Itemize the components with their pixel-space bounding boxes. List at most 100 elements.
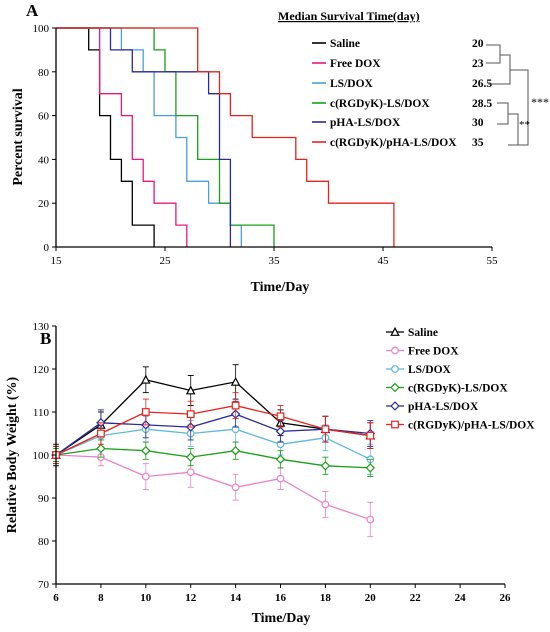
x-axis-label: Time/Day — [251, 280, 310, 295]
panel-b-body-weight-chart: B 70 80 90 100 110 120 130 6 8 10 12 14 16 18 20 22 24 26… — [5, 321, 535, 626]
bracket-saline-freedox — [486, 44, 501, 64]
x-tick-label: 35 — [269, 255, 281, 267]
data-point — [185, 385, 196, 395]
legend-label: Free DOX — [408, 346, 459, 358]
legend-label: LS/DOX — [330, 78, 374, 90]
y-axis-label: Relative Body Weight (%) — [5, 376, 20, 533]
x-tick-label: 45 — [378, 255, 390, 267]
data-point — [141, 408, 150, 416]
legend-marker — [391, 346, 399, 355]
data-point — [276, 412, 285, 421]
data-point — [276, 474, 285, 483]
x-tick-label: 18 — [320, 592, 332, 604]
legend-label: c(RGDyK)/pHA-LS/DOX — [408, 420, 535, 432]
x-tick-label: 12 — [185, 592, 197, 604]
x-tick-label: 20 — [365, 592, 377, 604]
median-value: 28.5 — [472, 98, 492, 110]
survival-line-5 — [56, 27, 395, 247]
x-tick-label: 14 — [230, 592, 242, 604]
data-point — [186, 410, 195, 419]
data-point — [141, 445, 151, 456]
data-point — [365, 463, 376, 473]
panel-b-label: B — [40, 329, 51, 348]
data-point — [185, 452, 196, 462]
legend-label: c(RGDyK)-LS/DOX — [408, 383, 508, 395]
median-value: 26.5 — [472, 78, 492, 90]
y-tick-label: 20 — [38, 198, 50, 210]
y-tick-label: 100 — [33, 450, 50, 462]
y-tick-label: 120 — [33, 364, 50, 376]
legend-label: pHA-LS/DOX — [408, 401, 479, 413]
y-tick-label: 60 — [38, 111, 50, 123]
data-point — [230, 445, 241, 456]
median-value: 23 — [472, 58, 484, 70]
x-tick-label: 26 — [500, 592, 512, 604]
data-point — [366, 431, 375, 440]
x-tick-label: 16 — [275, 592, 287, 604]
y-tick-label: 80 — [38, 67, 50, 79]
y-tick-label: 40 — [38, 154, 50, 166]
y-tick-label: 110 — [33, 407, 50, 419]
legend-label: pHA-LS/DOX — [330, 117, 401, 129]
legend-label: Free DOX — [330, 58, 381, 70]
data-point — [275, 454, 286, 465]
data-point — [186, 468, 195, 477]
y-tick-label: 130 — [33, 321, 50, 333]
series-line-5 — [55, 404, 371, 456]
y-tick-label: 70 — [38, 579, 50, 591]
survival-line-1 — [56, 27, 188, 247]
median-value: 30 — [472, 117, 484, 129]
data-point — [321, 425, 330, 434]
data-point — [231, 483, 240, 492]
y-tick-label: 100 — [33, 23, 50, 35]
data-point — [231, 401, 240, 410]
legend-marker — [390, 401, 400, 411]
x-axis-label: Time/Day — [252, 611, 311, 626]
x-tick-label: 24 — [455, 592, 467, 604]
x-tick-label: 55 — [487, 255, 499, 267]
legend-label: LS/DOX — [408, 364, 452, 376]
legend-marker — [390, 326, 400, 336]
data-point — [366, 515, 375, 524]
survival-line-2 — [56, 27, 242, 247]
x-tick-label: 6 — [53, 592, 59, 604]
data-point — [321, 500, 330, 509]
x-tick-label: 22 — [410, 592, 422, 604]
panel-a-label: A — [26, 1, 39, 20]
x-tick-label: 8 — [98, 592, 104, 604]
significance-three-star: *** — [531, 95, 549, 109]
survival-line-0 — [56, 27, 155, 247]
data-point — [320, 461, 331, 471]
legend-marker — [391, 365, 399, 373]
panel-a-survival-chart: A Median Survival Time(day) 0 20 40 60 80 100… — [11, 1, 549, 295]
series-line-0 — [55, 379, 371, 456]
legend-title: Median Survival Time(day) — [278, 9, 420, 23]
y-axis-label: Percent survival — [11, 88, 26, 185]
bracket-crgdyk-pha — [497, 102, 509, 125]
survival-line-4 — [56, 27, 232, 247]
legend-label: c(RGDyK)-LS/DOX — [330, 98, 430, 110]
series-line-4 — [55, 413, 371, 456]
y-tick-label: 0 — [44, 242, 50, 254]
legend-marker — [391, 420, 399, 429]
significance-two-star: ** — [519, 119, 530, 131]
series-3 — [51, 439, 376, 477]
data-point — [141, 472, 150, 481]
x-tick-label: 10 — [140, 592, 152, 604]
median-value: 20 — [472, 38, 484, 50]
y-tick-label: 80 — [38, 536, 50, 548]
y-tick-label: 90 — [38, 493, 50, 505]
legend-label: c(RGDyK)/pHA-LS/DOX — [330, 137, 457, 149]
data-point — [230, 376, 241, 386]
data-point — [275, 426, 286, 437]
legend-marker — [390, 382, 400, 393]
bracket-inner — [508, 113, 519, 145]
series-line-1 — [55, 454, 371, 521]
legend-label: Saline — [408, 327, 438, 339]
median-value: 35 — [472, 137, 484, 149]
data-point — [140, 374, 151, 384]
data-point — [96, 429, 105, 438]
x-tick-label: 15 — [51, 255, 63, 267]
data-point — [96, 443, 106, 454]
